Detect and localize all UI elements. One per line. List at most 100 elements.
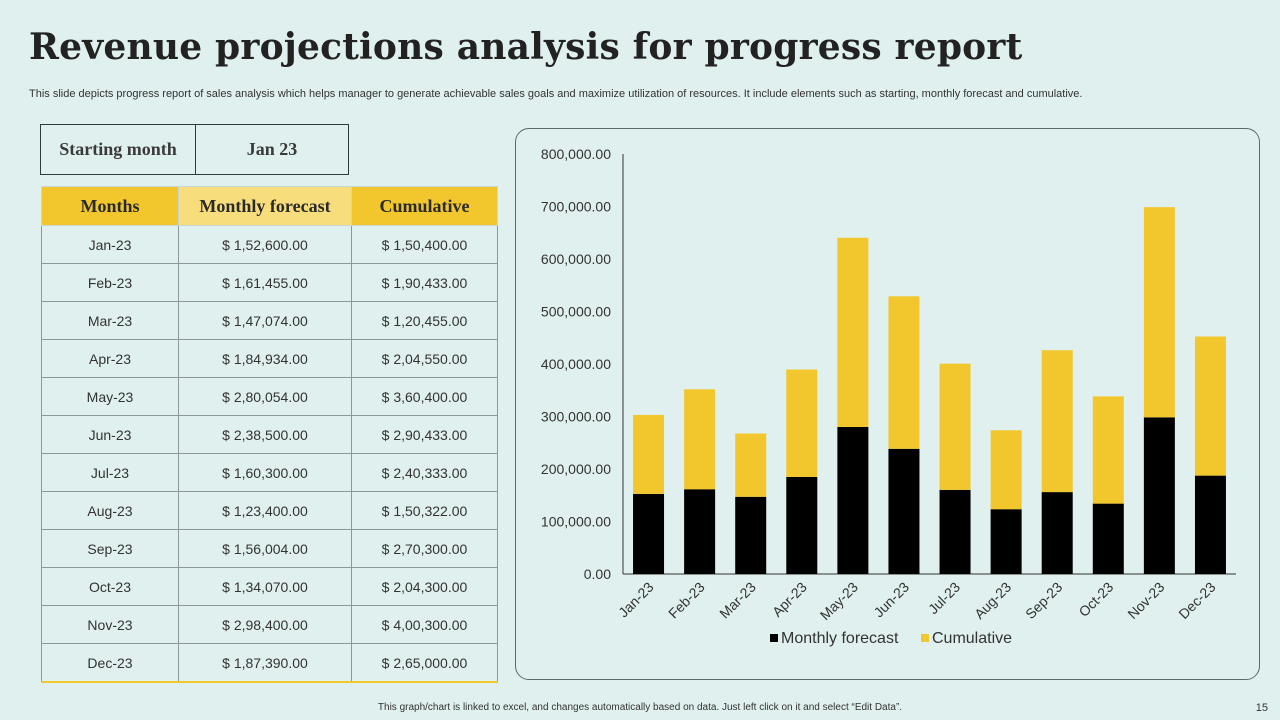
cell-monthly-forecast: $ 1,52,600.00 <box>178 225 352 264</box>
cell-month: Mar-23 <box>41 301 179 340</box>
y-tick-label: 200,000.00 <box>541 461 611 477</box>
y-tick-label: 300,000.00 <box>541 409 611 425</box>
bar-cumulative <box>633 414 665 494</box>
bar-monthly-forecast <box>1143 417 1175 574</box>
bar-monthly-forecast <box>990 509 1022 574</box>
bar-monthly-forecast <box>1092 503 1124 574</box>
table-row: Dec-23 $ 1,87,390.00 $ 2,65,000.00 <box>41 643 498 683</box>
page-subtitle: This slide depicts progress report of sa… <box>29 88 1083 100</box>
cell-month: Jul-23 <box>41 453 179 492</box>
table-row: Nov-23 $ 2,98,400.00 $ 4,00,300.00 <box>41 605 498 644</box>
y-tick-label: 0.00 <box>584 566 611 582</box>
cell-month: Apr-23 <box>41 339 179 378</box>
cell-monthly-forecast: $ 2,80,054.00 <box>178 377 352 416</box>
cell-monthly-forecast: $ 1,87,390.00 <box>178 643 352 683</box>
legend-label-monthly-forecast: Monthly forecast <box>781 630 899 647</box>
cell-cumulative: $ 1,90,433.00 <box>351 263 498 302</box>
table-row: Oct-23 $ 1,34,070.00 $ 2,04,300.00 <box>41 567 498 606</box>
bar-cumulative <box>1143 207 1175 418</box>
cell-month: Oct-23 <box>41 567 179 606</box>
forecast-table: Months Monthly forecast Cumulative Jan-2… <box>41 186 498 683</box>
bar-monthly-forecast <box>1194 475 1226 574</box>
cell-monthly-forecast: $ 1,61,455.00 <box>178 263 352 302</box>
table-row: Jul-23 $ 1,60,300.00 $ 2,40,333.00 <box>41 453 498 492</box>
x-tick-label: Oct-23 <box>1075 579 1116 620</box>
cell-cumulative: $ 2,04,300.00 <box>351 567 498 606</box>
table-header-row: Months Monthly forecast Cumulative <box>41 186 498 226</box>
legend-swatch-monthly-forecast <box>770 634 778 642</box>
y-tick-label: 800,000.00 <box>541 146 611 162</box>
x-tick-label: Jan-23 <box>615 579 657 621</box>
x-tick-label: Aug-23 <box>971 579 1014 622</box>
x-tick-label: Apr-23 <box>769 579 810 620</box>
bar-monthly-forecast <box>939 489 971 574</box>
table-row: Jan-23 $ 1,52,600.00 $ 1,50,400.00 <box>41 225 498 264</box>
legend-label-cumulative: Cumulative <box>932 630 1012 647</box>
header-monthly-forecast: Monthly forecast <box>178 186 352 226</box>
starting-month-value: Jan 23 <box>246 139 298 159</box>
cell-month: Dec-23 <box>41 643 179 683</box>
bar-cumulative <box>786 369 818 477</box>
cell-month: Jan-23 <box>41 225 179 264</box>
bar-monthly-forecast <box>888 448 920 574</box>
bar-cumulative <box>1092 396 1124 504</box>
cell-cumulative: $ 2,90,433.00 <box>351 415 498 454</box>
x-tick-label: Nov-23 <box>1124 579 1167 622</box>
chart-panel: 0.00 100,000.00 200,000.00 300,000.00 400,00… <box>515 128 1260 680</box>
cell-monthly-forecast: $ 2,98,400.00 <box>178 605 352 644</box>
bar-cumulative <box>990 430 1022 510</box>
cell-cumulative: $ 2,40,333.00 <box>351 453 498 492</box>
header-cumulative: Cumulative <box>351 186 498 226</box>
bar-cumulative <box>939 363 971 490</box>
x-tick-label: Feb-23 <box>665 579 708 622</box>
x-tick-label: Jun-23 <box>870 579 912 621</box>
cell-monthly-forecast: $ 1,23,400.00 <box>178 491 352 530</box>
bar-monthly-forecast <box>735 496 767 574</box>
cell-monthly-forecast: $ 1,60,300.00 <box>178 453 352 492</box>
cell-cumulative: $ 1,50,400.00 <box>351 225 498 264</box>
cell-monthly-forecast: $ 1,34,070.00 <box>178 567 352 606</box>
page-title: Revenue projections analysis for progres… <box>29 26 1023 68</box>
cell-month: Jun-23 <box>41 415 179 454</box>
cell-monthly-forecast: $ 1,56,004.00 <box>178 529 352 568</box>
page-number: 15 <box>1255 702 1268 714</box>
cell-monthly-forecast: $ 1,47,074.00 <box>178 301 352 340</box>
header-months: Months <box>41 186 179 226</box>
table-row: Feb-23 $ 1,61,455.00 $ 1,90,433.00 <box>41 263 498 302</box>
x-tick-label: Mar-23 <box>716 579 759 622</box>
cell-month: May-23 <box>41 377 179 416</box>
bar-cumulative <box>735 433 767 497</box>
cell-month: Feb-23 <box>41 263 179 302</box>
legend-swatch-cumulative <box>921 634 929 642</box>
y-tick-label: 400,000.00 <box>541 356 611 372</box>
bar-cumulative <box>837 237 869 427</box>
cell-month: Sep-23 <box>41 529 179 568</box>
bar-cumulative <box>1041 350 1073 493</box>
bar-monthly-forecast <box>786 476 818 574</box>
stacked-bar-chart: 0.00 100,000.00 200,000.00 300,000.00 400,00… <box>541 146 1236 647</box>
cell-monthly-forecast: $ 1,84,934.00 <box>178 339 352 378</box>
bar-cumulative <box>888 296 920 449</box>
y-tick-label: 500,000.00 <box>541 304 611 320</box>
cell-cumulative: $ 4,00,300.00 <box>351 605 498 644</box>
cell-cumulative: $ 3,60,400.00 <box>351 377 498 416</box>
table-row: May-23 $ 2,80,054.00 $ 3,60,400.00 <box>41 377 498 416</box>
starting-month-label: Starting month <box>41 125 196 174</box>
bar-monthly-forecast <box>633 493 665 574</box>
cell-monthly-forecast: $ 2,38,500.00 <box>178 415 352 454</box>
table-row: Jun-23 $ 2,38,500.00 $ 2,90,433.00 <box>41 415 498 454</box>
table-row: Aug-23 $ 1,23,400.00 $ 1,50,322.00 <box>41 491 498 530</box>
y-tick-label: 700,000.00 <box>541 199 611 215</box>
cell-month: Nov-23 <box>41 605 179 644</box>
cell-cumulative: $ 2,04,550.00 <box>351 339 498 378</box>
y-tick-label: 600,000.00 <box>541 251 611 267</box>
bar-cumulative <box>1194 336 1226 476</box>
x-tick-label: Sep-23 <box>1022 579 1065 622</box>
cell-cumulative: $ 2,65,000.00 <box>351 643 498 683</box>
table-row: Sep-23 $ 1,56,004.00 $ 2,70,300.00 <box>41 529 498 568</box>
x-tick-label: May-23 <box>817 579 861 623</box>
bar-monthly-forecast <box>684 489 716 574</box>
table-row: Mar-23 $ 1,47,074.00 $ 1,20,455.00 <box>41 301 498 340</box>
bar-cumulative <box>684 389 716 490</box>
starting-month-box: Starting month Jan 23 <box>40 124 349 175</box>
